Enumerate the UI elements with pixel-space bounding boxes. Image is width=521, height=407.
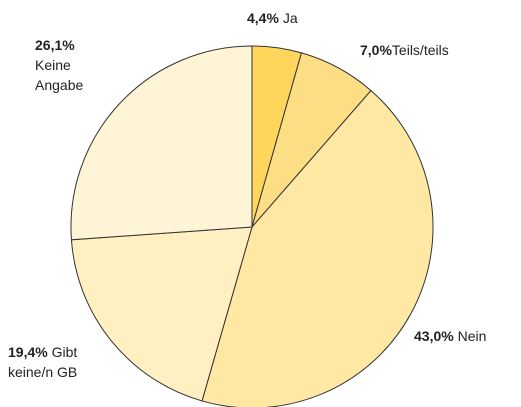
slice-label: 4,4% Ja [247,8,298,28]
category-label: Gibt keine/n GB [8,344,78,380]
value-label: 4,4% [247,10,279,26]
value-label: 7,0% [360,42,392,58]
category-label: Nein [457,328,487,344]
slice-label: 26,1% Keine Angabe [35,35,95,95]
value-label: 19,4% [8,344,48,360]
slice-label: 7,0%Teils/teils [360,40,449,60]
value-label: 26,1% [35,37,75,53]
slice-label: 43,0% Nein [414,326,486,346]
pie-slice [70,226,253,402]
category-label: Keine Angabe [35,57,84,93]
slice-label: 19,4% Gibt keine/n GB [8,342,100,382]
category-label: Teils/teils [391,42,449,58]
pie-slice [201,89,434,407]
category-label: Ja [282,10,298,26]
pie-slice [70,45,253,241]
value-label: 43,0% [414,328,454,344]
